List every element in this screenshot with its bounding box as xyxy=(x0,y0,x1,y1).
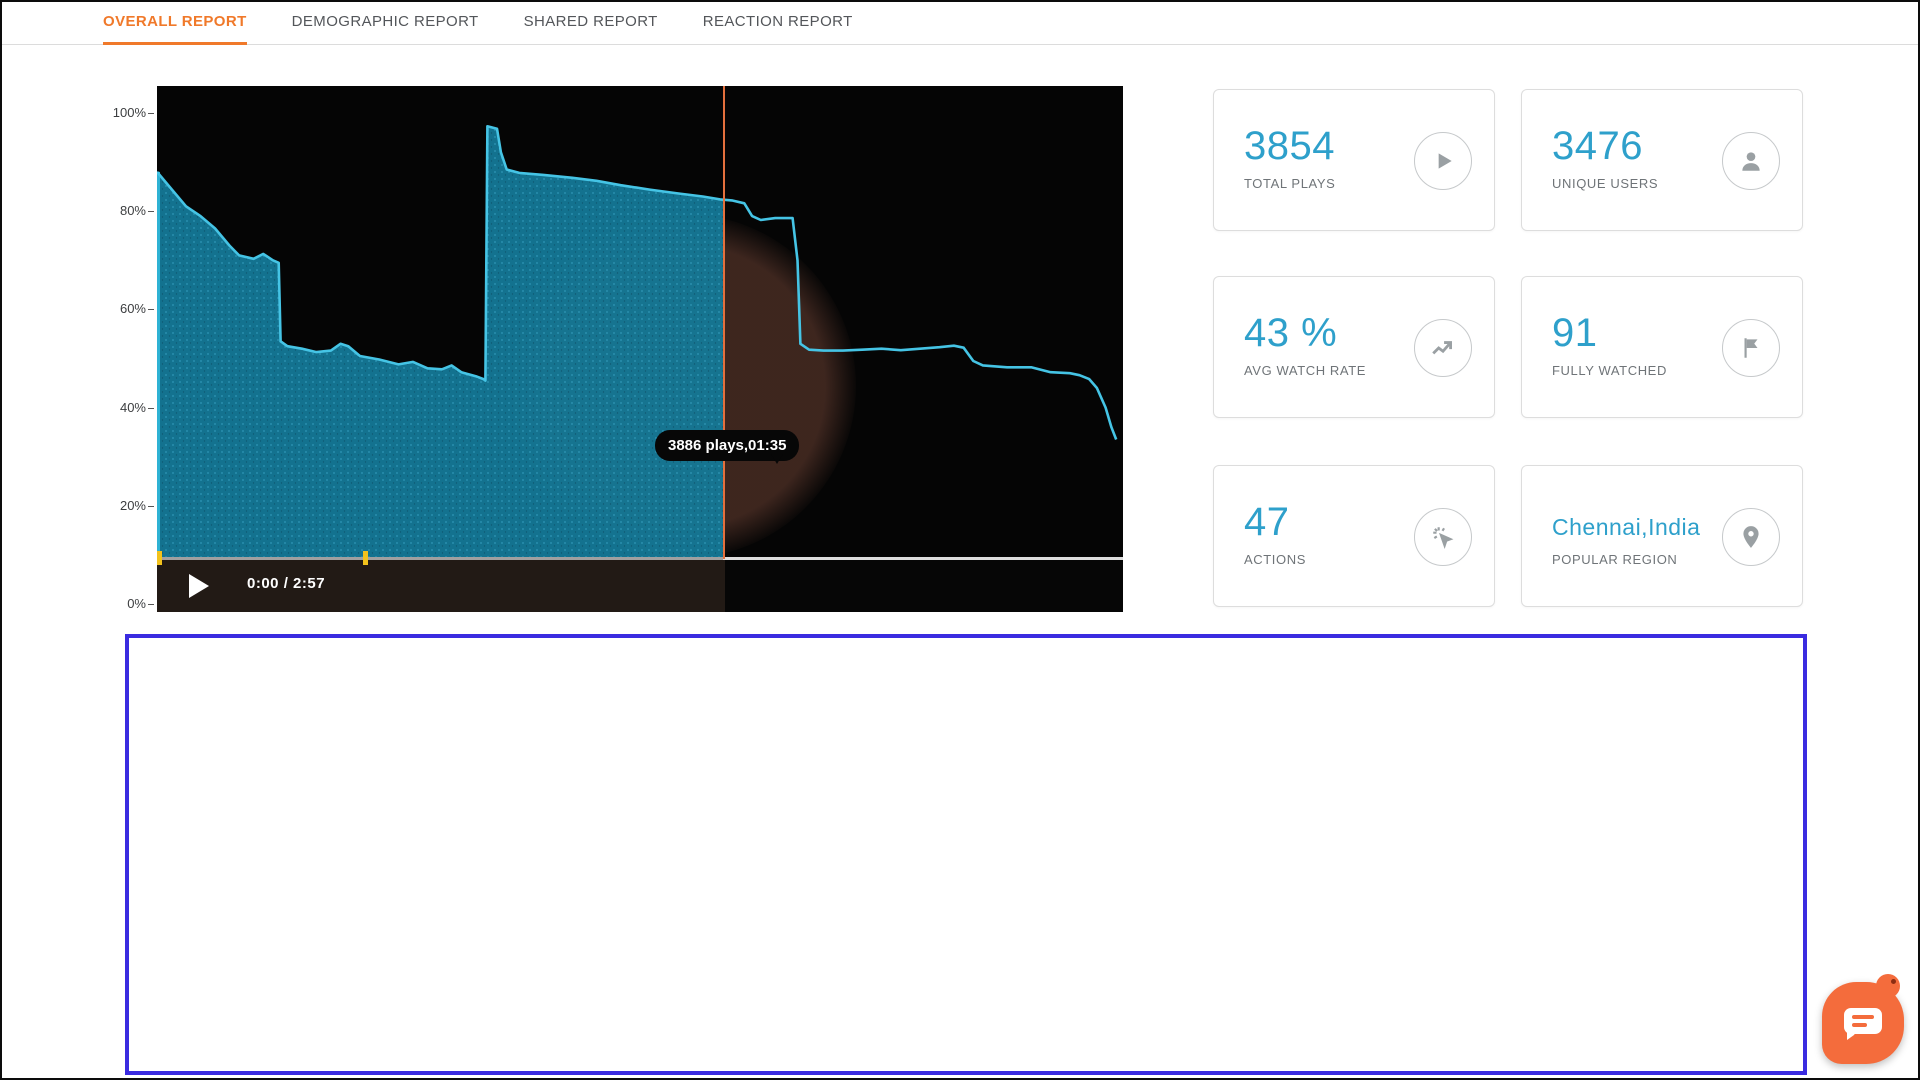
stat-label: POPULAR REGION xyxy=(1552,552,1678,567)
y-axis-tick: 40% xyxy=(58,400,154,415)
y-axis-tick: 20% xyxy=(58,498,154,513)
play-icon xyxy=(1414,132,1472,190)
tab-shared-report[interactable]: SHARED REPORT xyxy=(523,12,658,30)
seek-bar-remaining[interactable] xyxy=(723,557,1123,560)
tab-overall-report[interactable]: OVERALL REPORT xyxy=(103,2,247,45)
stat-card-total-plays: 3854 TOTAL PLAYS xyxy=(1213,89,1495,231)
sessions-section: 1 97% 27/08/2018 04:13PM 180.248.25.167 … xyxy=(0,620,1920,1076)
stat-card-fully-watched: 91 FULLY WATCHED xyxy=(1521,276,1803,418)
y-axis-tick: 100% xyxy=(58,105,154,120)
y-axis-tick: 60% xyxy=(58,301,154,316)
trend-icon xyxy=(1414,319,1472,377)
seek-chapter-marker[interactable] xyxy=(362,551,368,565)
stat-card-popular-region: Chennai,India POPULAR REGION xyxy=(1521,465,1803,607)
chat-notification-badge xyxy=(1876,974,1900,998)
seek-bar[interactable] xyxy=(157,557,723,560)
tab-reaction-report[interactable]: REACTION REPORT xyxy=(702,12,853,30)
playhead-cursor-line[interactable] xyxy=(723,86,725,559)
stat-card-avg-watch-rate: 43 % AVG WATCH RATE xyxy=(1213,276,1495,418)
engagement-area-chart xyxy=(157,125,1118,607)
stat-value: 47 xyxy=(1244,500,1290,544)
stat-card-actions: 47 ACTIONS xyxy=(1213,465,1495,607)
stat-label: TOTAL PLAYS xyxy=(1244,176,1336,191)
video-control-bar: 0:00 / 2:57 xyxy=(157,560,1123,612)
pin-icon xyxy=(1722,508,1780,566)
stat-value: Chennai,India xyxy=(1552,514,1701,540)
tab-demographic-report[interactable]: DEMOGRAPHIC REPORT xyxy=(291,12,479,30)
flag-icon xyxy=(1722,319,1780,377)
play-button[interactable] xyxy=(189,574,209,598)
time-display: 0:00 / 2:57 xyxy=(247,575,326,592)
chat-widget-button[interactable] xyxy=(1822,974,1904,1064)
stat-value: 43 % xyxy=(1244,311,1338,355)
y-axis-tick: 0% xyxy=(58,596,154,611)
chat-bubble-icon xyxy=(1844,1008,1882,1040)
report-tabbar: OVERALL REPORT DEMOGRAPHIC REPORT SHARED R… xyxy=(0,2,1920,45)
stat-label: ACTIONS xyxy=(1244,552,1306,567)
stat-value: 91 xyxy=(1552,311,1598,355)
y-axis-tick: 80% xyxy=(58,203,154,218)
video-player[interactable]: 3886 plays,01:35 0:00 / 2:57 xyxy=(157,86,1123,612)
stat-value: 3854 xyxy=(1244,124,1335,168)
click-icon xyxy=(1414,508,1472,566)
seek-chapter-marker[interactable] xyxy=(157,551,162,565)
stat-label: FULLY WATCHED xyxy=(1552,363,1667,378)
stat-value: 3476 xyxy=(1552,124,1643,168)
stat-label: UNIQUE USERS xyxy=(1552,176,1659,191)
user-icon xyxy=(1722,132,1780,190)
control-bar-highlight xyxy=(157,560,725,612)
chart-tooltip: 3886 plays,01:35 xyxy=(655,430,800,464)
stat-card-unique-users: 3476 UNIQUE USERS xyxy=(1521,89,1803,231)
stat-label: AVG WATCH RATE xyxy=(1244,363,1367,378)
chart-y-axis: 100% 80% 60% 40% 20% 0% xyxy=(58,86,154,616)
